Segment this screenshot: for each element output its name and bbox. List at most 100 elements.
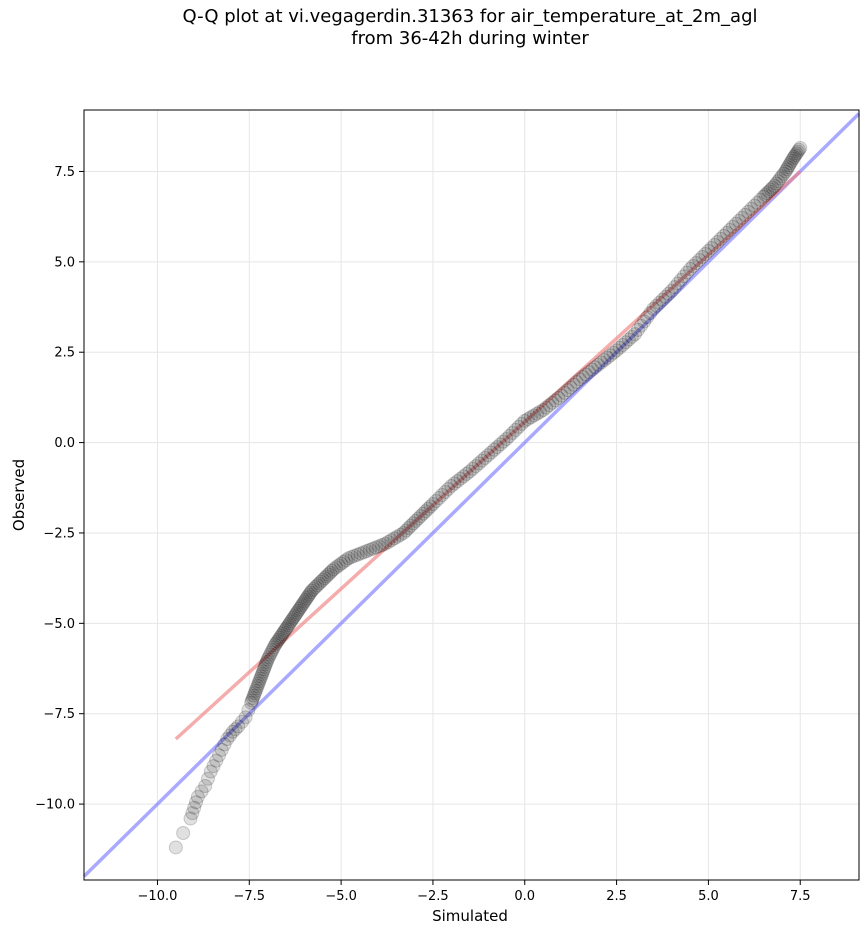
quantile-point: [778, 164, 793, 179]
quantile-point: [560, 383, 575, 398]
quantile-point: [270, 634, 285, 649]
quantile-point: [185, 806, 200, 821]
quantile-point: [189, 795, 204, 810]
quantile-point: [390, 529, 405, 544]
quantile-point: [326, 562, 341, 577]
quantile-point: [398, 523, 413, 538]
quantile-point: [421, 501, 436, 516]
quantile-point: [372, 539, 387, 554]
quantile-point: [594, 355, 609, 370]
quantile-point: [362, 542, 377, 557]
quantile-point: [597, 353, 612, 368]
quantile-point: [441, 481, 456, 496]
quantile-point: [563, 380, 578, 395]
quantile-point: [732, 213, 747, 228]
quantile-point: [432, 491, 447, 506]
quantile-point: [716, 228, 731, 243]
quantile-point: [341, 551, 356, 566]
quantile-point: [211, 748, 226, 763]
y-tick-label: −7.5: [43, 707, 75, 722]
quantile-point: [676, 269, 691, 284]
quantile-point: [667, 280, 682, 295]
quantile-point: [646, 301, 661, 316]
quantile-point: [484, 445, 499, 460]
quantile-point: [765, 180, 780, 195]
quantile-point: [359, 544, 374, 559]
x-tick-label: 7.5: [790, 889, 811, 904]
quantile-point: [508, 422, 523, 437]
quantile-point: [787, 149, 802, 164]
quantile-point: [790, 144, 805, 159]
quantile-point: [658, 289, 673, 304]
quantile-point: [287, 609, 302, 624]
quantile-point: [621, 332, 636, 347]
quantile-point: [566, 377, 581, 392]
quantile-point: [784, 153, 799, 168]
quantile-point: [206, 759, 221, 774]
quantile-point: [548, 393, 563, 408]
x-tick-label: −10.0: [138, 889, 178, 904]
quantile-point: [493, 437, 508, 452]
quantile-point: [776, 166, 791, 181]
quantile-point: [572, 372, 587, 387]
quantile-point: [403, 518, 418, 533]
quantile-point: [683, 262, 698, 277]
quantile-point: [710, 234, 725, 249]
quantile-point: [344, 550, 359, 565]
quantile-point: [384, 533, 399, 548]
quantile-point: [428, 494, 443, 509]
quantile-point: [308, 580, 323, 595]
quantile-point: [299, 591, 314, 606]
quantile-point: [200, 771, 215, 786]
quantile-point: [241, 703, 256, 718]
quantile-point: [209, 753, 224, 768]
quantile-point: [783, 156, 798, 171]
quantile-point: [245, 691, 260, 706]
quantile-point: [220, 732, 235, 747]
y-tick-label: 7.5: [54, 165, 75, 180]
quantile-point: [334, 556, 349, 571]
x-tick-label: −7.5: [233, 889, 265, 904]
y-tick-label: −2.5: [43, 526, 75, 541]
quantile-point: [387, 531, 402, 546]
chart-title-line1: Q-Q plot at vi.vegagerdin.31363 for air_…: [182, 6, 758, 27]
quantile-point: [312, 576, 327, 591]
quantile-point: [536, 403, 551, 418]
quantile-point: [294, 598, 309, 613]
quantile-point: [679, 265, 694, 280]
quantile-point: [514, 416, 529, 431]
quantile-point: [291, 603, 306, 618]
quantile-point: [418, 504, 433, 519]
quantile-point: [637, 314, 652, 329]
quantile-point: [317, 571, 332, 586]
quantile-point: [763, 182, 778, 197]
quantile-point: [793, 140, 808, 155]
quantile-point: [279, 621, 294, 636]
quantile-point: [254, 669, 269, 684]
quantile-point: [203, 764, 218, 779]
quantile-point: [302, 587, 317, 602]
quantile-point: [456, 469, 471, 484]
quantile-point: [315, 572, 330, 587]
quantile-point: [266, 640, 281, 655]
quantile-point: [762, 184, 777, 199]
quantile-point: [244, 695, 259, 710]
quantile-point: [290, 605, 305, 620]
quantile-point: [194, 784, 209, 799]
quantile-point: [673, 272, 688, 287]
quantile-point: [490, 440, 505, 455]
quantile-point: [624, 329, 639, 344]
quantile-point: [261, 650, 276, 665]
quantile-point: [413, 509, 428, 524]
quantile-point: [251, 676, 266, 691]
quantile-point: [276, 625, 291, 640]
quantile-point: [319, 569, 334, 584]
quantile-point: [741, 204, 756, 219]
x-tick-label: 2.5: [606, 889, 627, 904]
quantile-point: [304, 583, 319, 598]
quantile-point: [468, 459, 483, 474]
quantile-point: [353, 546, 368, 561]
quantile-point: [520, 412, 535, 427]
quantile-point: [496, 434, 511, 449]
quantile-point: [780, 160, 795, 175]
